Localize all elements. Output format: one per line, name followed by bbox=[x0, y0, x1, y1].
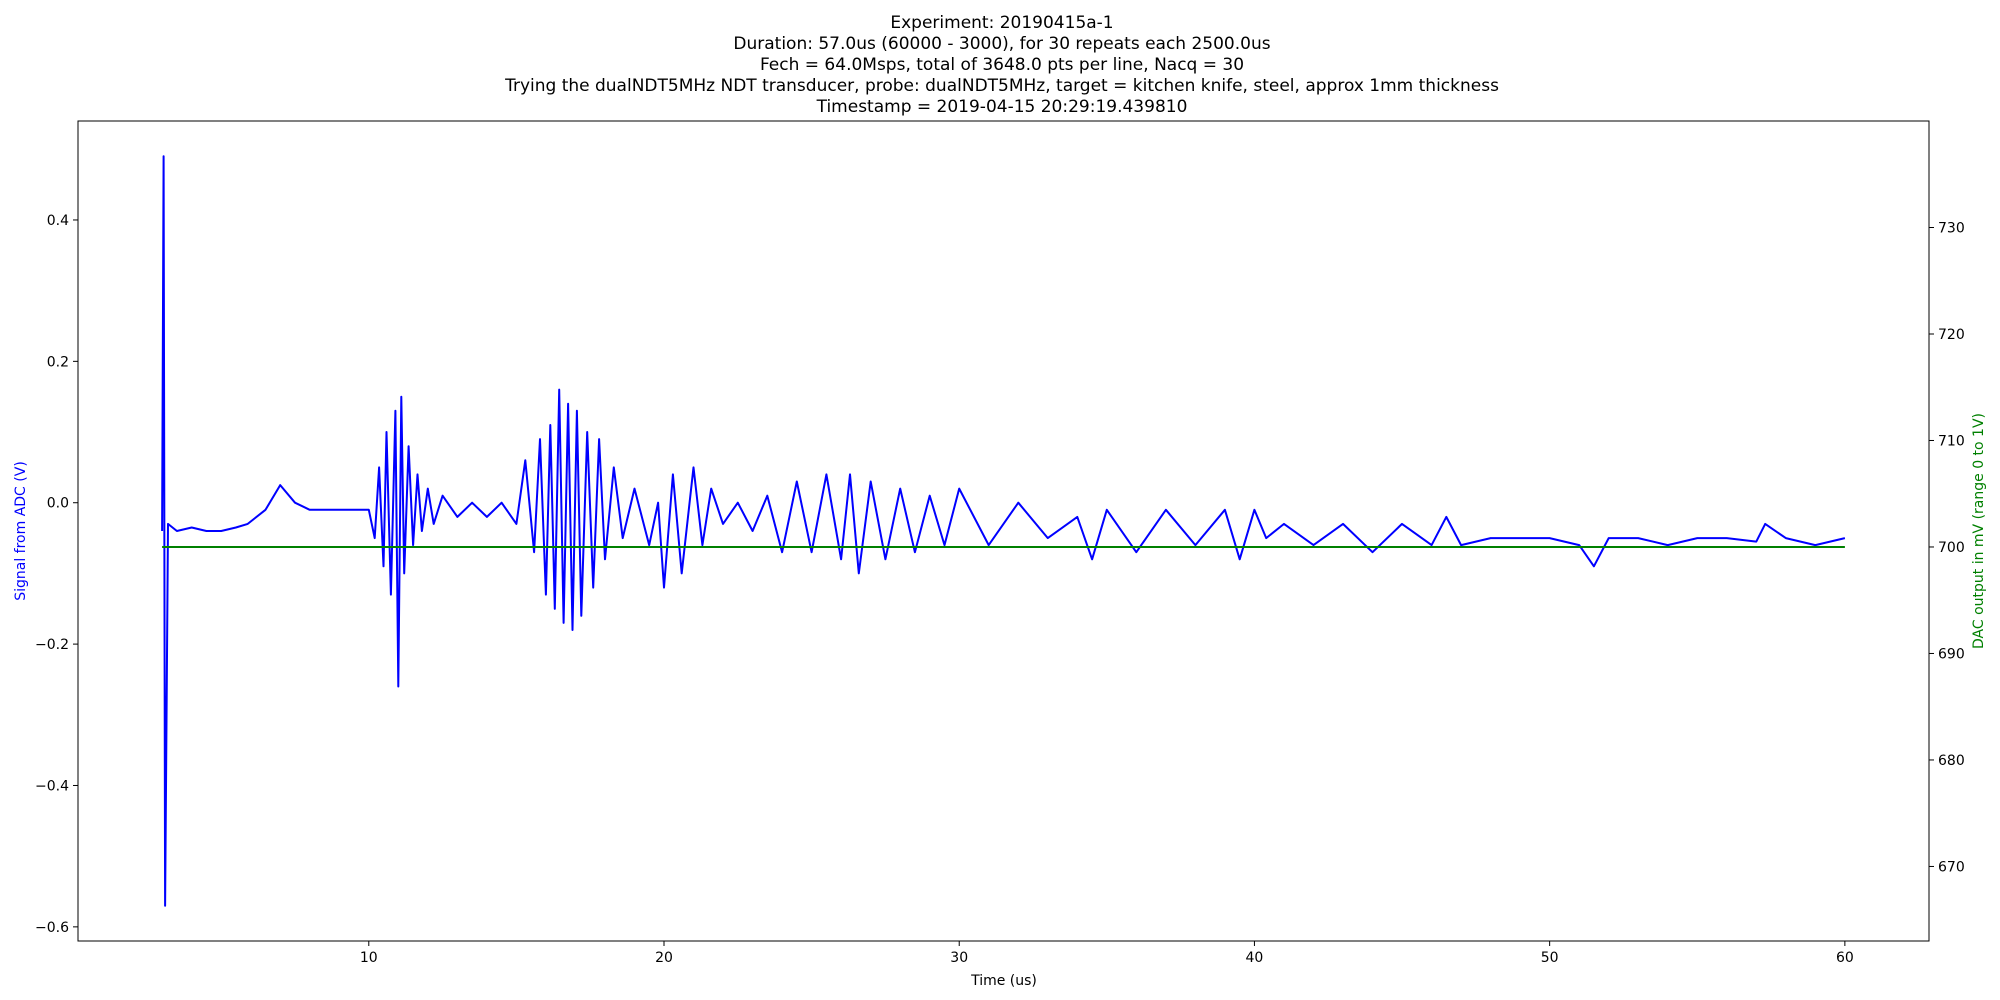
y-axis-left-label: Signal from ADC (V) bbox=[13, 461, 29, 601]
y-left-tick-label: −0.2 bbox=[35, 637, 69, 653]
y-left-tick-label: 0.0 bbox=[47, 496, 69, 512]
y-axis-left: 0.4 0.2 0.0 −0.2 −0.4 −0.6 bbox=[35, 213, 78, 936]
x-tick-label: 60 bbox=[1836, 950, 1854, 966]
x-tick-label: 30 bbox=[950, 950, 968, 966]
x-tick-label: 50 bbox=[1541, 950, 1559, 966]
y-right-tick-label: 680 bbox=[1938, 753, 1965, 769]
y-right-tick-label: 690 bbox=[1938, 646, 1965, 662]
title-line-4: Trying the dualNDT5MHz NDT transducer, p… bbox=[504, 76, 1499, 96]
y-left-tick-label: −0.4 bbox=[35, 778, 69, 794]
y-right-tick-label: 730 bbox=[1938, 220, 1965, 236]
x-tick-label: 20 bbox=[655, 950, 673, 966]
axes-frame bbox=[77, 120, 1930, 942]
title-line-3: Fech = 64.0Msps, total of 3648.0 pts per… bbox=[760, 55, 1244, 75]
y-axis-right-label: DAC output in mV (range 0 to 1V) bbox=[1971, 413, 1987, 649]
y-axis-right: 730 720 710 700 690 680 670 bbox=[1929, 220, 1965, 875]
y-left-tick-label: 0.2 bbox=[47, 354, 69, 370]
plot-area bbox=[77, 120, 1930, 942]
adc-signal-line bbox=[161, 155, 1846, 907]
x-axis: 10 20 30 40 50 60 bbox=[360, 941, 1854, 966]
series-layer bbox=[161, 155, 1846, 907]
y-right-tick-label: 720 bbox=[1938, 327, 1965, 343]
y-right-tick-label: 700 bbox=[1938, 540, 1965, 556]
title-line-1: Experiment: 20190415a-1 bbox=[890, 13, 1113, 33]
y-right-tick-label: 710 bbox=[1938, 433, 1965, 449]
y-left-tick-label: 0.4 bbox=[47, 213, 69, 229]
x-tick-label: 40 bbox=[1246, 950, 1264, 966]
title-line-2: Duration: 57.0us (60000 - 3000), for 30 … bbox=[733, 34, 1270, 54]
title-line-5: Timestamp = 2019-04-15 20:29:19.439810 bbox=[816, 97, 1188, 117]
y-left-tick-label: −0.6 bbox=[35, 920, 69, 936]
chart-title: Experiment: 20190415a-1 Duration: 57.0us… bbox=[504, 13, 1499, 117]
y-right-tick-label: 670 bbox=[1938, 859, 1965, 875]
x-axis-label: Time (us) bbox=[970, 973, 1037, 989]
x-tick-label: 10 bbox=[360, 950, 378, 966]
